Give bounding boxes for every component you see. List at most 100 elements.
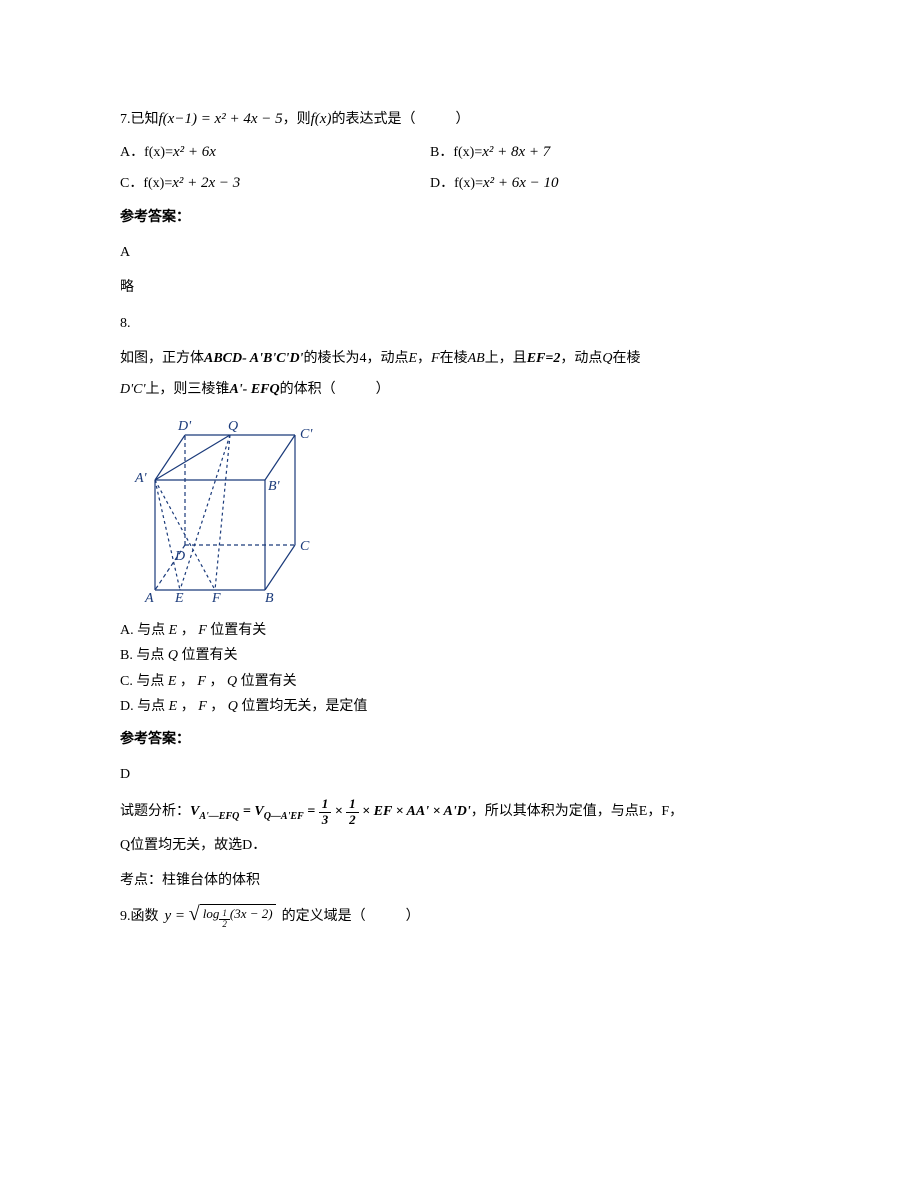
q8-option-c[interactable]: C. 与点 E ， F ， Q 位置有关: [120, 669, 800, 694]
q7-midtext: ，则: [283, 107, 311, 132]
lbl-C: C: [300, 539, 310, 554]
q7-given: f(x−1) = x² + 4x − 5: [159, 106, 283, 133]
q9-post: 的定义域是（: [282, 904, 366, 929]
q7-pretext: 已知: [131, 107, 159, 132]
q8-x2: × EF × AA' × A'D': [362, 804, 471, 819]
q7-a-prefix: A．f(x)=: [120, 140, 173, 165]
q8d-post: 位置均无关，是定值: [241, 699, 367, 714]
q8a-m1: E: [169, 623, 178, 638]
q8-f-v2: V: [254, 804, 263, 819]
q8c-m2: F: [197, 674, 206, 689]
q8-frac2: 12: [346, 797, 359, 827]
q7-options-row1: A．f(x)= x² + 6x B．f(x)= x² + 8x + 7: [120, 139, 800, 166]
q8a-pre: 与点: [137, 623, 165, 638]
q9-logbase: 12: [219, 909, 230, 930]
q8-option-a[interactable]: A. 与点 E ， F 位置有关: [120, 618, 800, 643]
q8-option-d[interactable]: D. 与点 E ， F ， Q 位置均无关，是定值: [120, 694, 800, 719]
q8-option-b[interactable]: B. 与点 Q 位置有关: [120, 643, 800, 668]
q9-end: ）: [406, 904, 420, 929]
q8d-c1: ，: [181, 699, 195, 714]
q7-option-c[interactable]: C．f(x)= x² + 2x − 3: [120, 170, 430, 197]
q8c-c1: ，: [180, 674, 194, 689]
q8-t3: 在棱: [440, 346, 468, 371]
q8d-m3: Q: [228, 699, 238, 714]
q8-t1: 如图，正方体: [120, 346, 204, 371]
q7-d-expr: x² + 6x − 10: [483, 170, 559, 197]
q8c-c2: ，: [209, 674, 223, 689]
q7-fx: f(x): [311, 106, 332, 133]
q8c-lbl: C.: [120, 674, 136, 689]
q8-t9: ）: [376, 377, 390, 402]
q8-ana-post: ，所以其体积为定值，与点E，F，: [471, 799, 683, 824]
q8-kaodian: 考点：柱锥台体的体积: [120, 868, 800, 893]
q8d-lbl: D.: [120, 699, 137, 714]
q7-a-expr: x² + 6x: [173, 139, 216, 166]
q8-analysis: 试题分析： VA'—EFQ = VQ—A'EF = 13 × 12 × EF ×…: [120, 797, 800, 827]
q8c-m3: Q: [227, 674, 237, 689]
q8-f1d: 3: [319, 813, 332, 827]
q8c-pre: 与点: [136, 674, 164, 689]
lbl-Bp: B': [268, 479, 281, 494]
q7-option-d[interactable]: D．f(x)= x² + 6x − 10: [430, 170, 730, 197]
q8a-lbl: A.: [120, 623, 137, 638]
q8d-m1: E: [169, 699, 178, 714]
q7-number: 7.: [120, 107, 131, 132]
lbl-F: F: [211, 591, 221, 606]
lbl-E: E: [174, 591, 184, 606]
q8-ana-lbl: 试题分析：: [120, 799, 190, 824]
q7-c-expr: x² + 2x − 3: [172, 170, 240, 197]
q9-lbd: 2: [219, 920, 230, 930]
q7-blank-end: ）: [455, 107, 469, 132]
lbl-Q: Q: [228, 419, 238, 434]
sqrt-icon: √: [189, 904, 200, 924]
q8-x1: ×: [335, 804, 346, 819]
q8b-m1: Q: [168, 648, 178, 663]
lbl-Dp: D': [177, 419, 192, 434]
q8-Q: Q: [602, 346, 612, 371]
q8-ef: EF=2: [527, 346, 561, 371]
lbl-Cp: C': [300, 427, 313, 442]
q8d-m2: F: [198, 699, 207, 714]
q8-cubename: ABCD- A'B'C'D': [204, 346, 303, 371]
q8c-m1: E: [168, 674, 177, 689]
q8-cube-figure: A B C D A' B' C' D' E F Q: [120, 410, 340, 610]
q8-number: 8.: [120, 311, 800, 336]
q8-t5: ，动点: [560, 346, 602, 371]
q7-option-b[interactable]: B．f(x)= x² + 8x + 7: [430, 139, 730, 166]
q8-frac1: 13: [319, 797, 332, 827]
q8-stem-line2: D'C' 上，则三棱锥 A'- EFQ 的体积（ ）: [120, 377, 800, 402]
q8-c1: ，: [417, 346, 431, 371]
q8-formula: VA'—EFQ = VQ—A'EF = 13 × 12 × EF × AA' ×…: [190, 797, 471, 827]
q8-DC: D'C': [120, 377, 145, 402]
q8c-post: 位置有关: [241, 674, 297, 689]
q9-logarg: (3x − 2): [230, 906, 273, 921]
lbl-Ap: A': [134, 471, 148, 486]
q8-E: E: [408, 346, 417, 371]
q8-t6: 在棱: [612, 346, 640, 371]
q8-AB: AB: [468, 346, 485, 371]
q9-sqrt-body: log12(3x − 2): [200, 904, 276, 930]
q8d-pre: 与点: [137, 699, 165, 714]
q8-t2: 的棱长为4，动点: [303, 346, 408, 371]
q8-answer-header: 参考答案：: [120, 727, 800, 752]
q9-sqrt: √ log12(3x − 2): [189, 904, 276, 930]
q8-f2d: 2: [346, 813, 359, 827]
q7-answer: A: [120, 240, 800, 265]
q8-t4: 上，且: [485, 346, 527, 371]
q8-answer: D: [120, 762, 800, 787]
q8-F: F: [431, 346, 440, 371]
q8-f-v1: V: [190, 804, 199, 819]
q8-f-eq1: =: [243, 804, 254, 819]
lbl-B: B: [265, 591, 274, 606]
q9-yeq: y =: [165, 908, 189, 924]
q9-num: 9.: [120, 904, 131, 929]
q7-d-prefix: D．f(x)=: [430, 171, 483, 196]
q8a-m2: F: [198, 623, 207, 638]
q8-f2n: 1: [346, 797, 359, 812]
q9-stem: 9. 函数 y = √ log12(3x − 2) 的定义域是（ ）: [120, 903, 800, 930]
q9-expr: y = √ log12(3x − 2): [165, 903, 276, 930]
q8-f-eq2: =: [307, 804, 318, 819]
lbl-D: D: [174, 549, 185, 564]
q7-option-a[interactable]: A．f(x)= x² + 6x: [120, 139, 430, 166]
q7-options-row2: C．f(x)= x² + 2x − 3 D．f(x)= x² + 6x − 10: [120, 170, 800, 197]
